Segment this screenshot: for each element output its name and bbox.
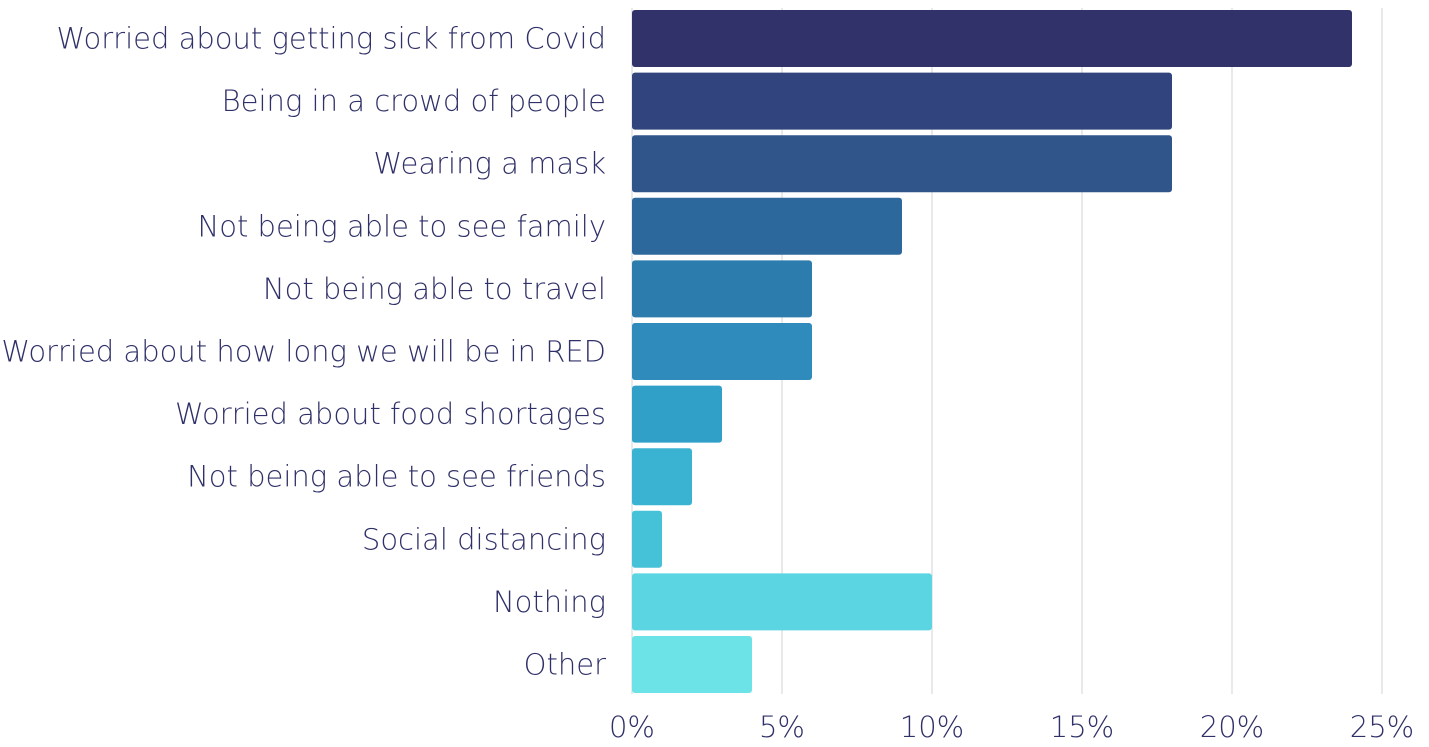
category-label: Not being able to see family — [198, 209, 606, 243]
bar — [632, 573, 932, 631]
bar — [632, 448, 692, 506]
category-label: Worried about how long we will be in RED — [1, 335, 606, 369]
bar — [632, 260, 812, 318]
category-label: Other — [524, 648, 606, 682]
category-label: Social distancing — [362, 522, 606, 556]
category-label: Nothing — [493, 585, 606, 619]
x-tick-label: 15% — [1050, 710, 1114, 744]
x-tick-label: 25% — [1350, 710, 1414, 744]
bar — [632, 510, 662, 568]
category-label: Not being able to see friends — [187, 460, 606, 494]
category-label: Worried about food shortages — [175, 397, 606, 431]
bar — [632, 323, 812, 380]
bar — [632, 385, 722, 443]
category-label: Wearing a mask — [374, 147, 606, 181]
category-label: Not being able to travel — [263, 272, 606, 306]
x-tick-label: 10% — [900, 710, 964, 744]
x-tick-label: 20% — [1200, 710, 1264, 744]
bar — [632, 636, 752, 693]
x-axis-ticks: 0% 5% 10% 15% 20% 25% — [609, 710, 1414, 744]
category-label: Worried about getting sick from Covid — [57, 22, 606, 56]
bar — [632, 135, 1172, 193]
x-tick-label: 0% — [609, 710, 655, 744]
x-tick-label: 5% — [759, 710, 805, 744]
bar — [632, 10, 1352, 67]
bars — [632, 10, 1352, 693]
bar — [632, 72, 1172, 130]
category-labels: Worried about getting sick from Covid Bei… — [1, 22, 606, 682]
bar — [632, 197, 902, 255]
category-label: Being in a crowd of people — [222, 84, 606, 118]
